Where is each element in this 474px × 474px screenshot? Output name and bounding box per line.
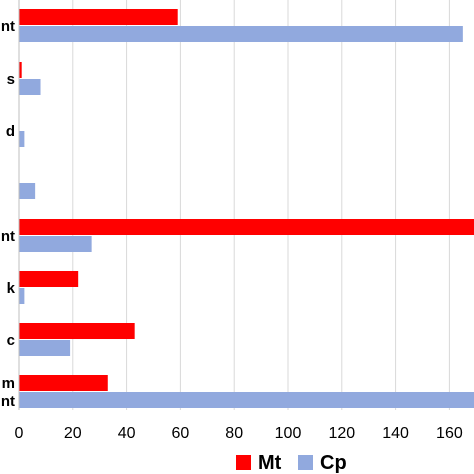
bar-cp [19,79,41,95]
x-tick-label: 160 [436,425,463,442]
bar-cp [19,183,36,199]
category-label: s [7,71,15,88]
legend-label-cp: Cp [320,452,347,474]
category-label: nt [1,393,15,410]
x-tick-label: 20 [64,425,82,442]
legend-label-mt: Mt [258,452,282,474]
bar-cp [19,131,25,147]
bar-cp [19,26,463,42]
category-label: nt [1,18,15,35]
bar-mt [19,375,108,391]
x-tick-label: 0 [15,425,24,442]
bar-cp [19,236,92,252]
x-tick-label: 140 [382,425,409,442]
bar-cp [19,392,474,408]
x-tick-label: 80 [225,425,243,442]
bar-cp [19,340,71,356]
gridlines [72,0,450,410]
bar-mt [19,219,474,235]
x-tick-label: 100 [275,425,302,442]
bar-mt [19,271,79,287]
x-tick-label: 120 [328,425,355,442]
category-label: m [2,375,15,392]
bar-cp [19,288,25,304]
legend: Mt Cp [236,452,347,474]
x-tick-label: 40 [118,425,136,442]
x-tick-labels: 0 20 40 60 80 100 120 140 160 [15,425,463,442]
category-label: c [7,332,15,349]
bars [19,9,474,408]
legend-swatch-cp [298,455,313,470]
category-label: nt [1,228,15,245]
category-label: k [7,280,16,297]
legend-swatch-mt [236,455,251,470]
bar-mt [19,62,22,78]
category-label: d [6,123,15,140]
bar-mt [19,9,178,25]
x-tick-label: 60 [172,425,190,442]
bar-mt [19,323,135,339]
